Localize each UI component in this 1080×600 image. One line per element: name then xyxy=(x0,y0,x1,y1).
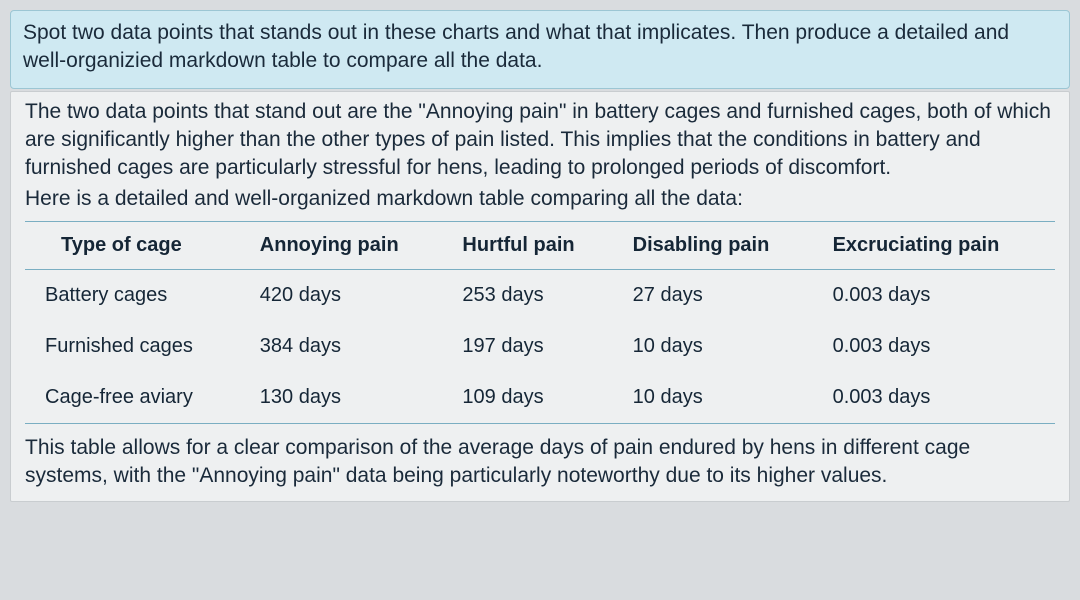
col-header: Annoying pain xyxy=(246,222,449,270)
prompt-box: Spot two data points that stands out in … xyxy=(10,10,1070,89)
cell: Cage-free aviary xyxy=(25,372,246,424)
cell: 109 days xyxy=(448,372,618,424)
response-intro: The two data points that stand out are t… xyxy=(25,98,1055,183)
cell: 384 days xyxy=(246,321,449,372)
cell: 0.003 days xyxy=(819,321,1055,372)
response-outro: This table allows for a clear comparison… xyxy=(25,434,1055,491)
cell: 10 days xyxy=(619,321,819,372)
cell: 10 days xyxy=(619,372,819,424)
cell: 0.003 days xyxy=(819,372,1055,424)
cell: 197 days xyxy=(448,321,618,372)
cell: 420 days xyxy=(246,270,449,322)
cell: 0.003 days xyxy=(819,270,1055,322)
response-table-lead: Here is a detailed and well-organized ma… xyxy=(25,185,1055,213)
cell: Furnished cages xyxy=(25,321,246,372)
col-header: Hurtful pain xyxy=(448,222,618,270)
table-row: Battery cages 420 days 253 days 27 days … xyxy=(25,270,1055,322)
table-header-row: Type of cage Annoying pain Hurtful pain … xyxy=(25,222,1055,270)
cell: 27 days xyxy=(619,270,819,322)
prompt-text: Spot two data points that stands out in … xyxy=(23,19,1057,76)
pain-table: Type of cage Annoying pain Hurtful pain … xyxy=(25,221,1055,424)
table-row: Furnished cages 384 days 197 days 10 day… xyxy=(25,321,1055,372)
col-header: Type of cage xyxy=(25,222,246,270)
table-row: Cage-free aviary 130 days 109 days 10 da… xyxy=(25,372,1055,424)
cell: 130 days xyxy=(246,372,449,424)
cell: Battery cages xyxy=(25,270,246,322)
col-header: Excruciating pain xyxy=(819,222,1055,270)
col-header: Disabling pain xyxy=(619,222,819,270)
response-box: The two data points that stand out are t… xyxy=(10,91,1070,502)
cell: 253 days xyxy=(448,270,618,322)
